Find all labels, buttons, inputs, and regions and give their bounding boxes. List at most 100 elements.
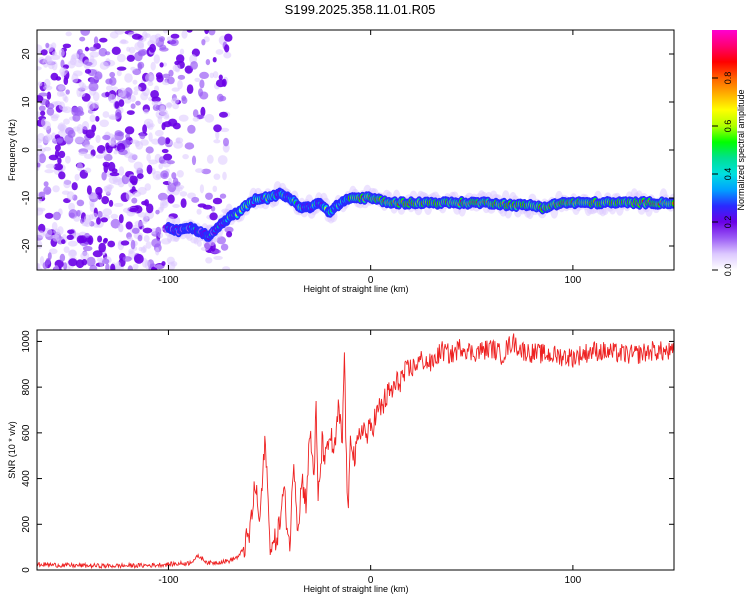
- noise-speckle: [215, 130, 220, 140]
- noise-speckle: [61, 190, 70, 195]
- noise-speckle: [180, 198, 187, 209]
- noise-speckle: [116, 53, 126, 63]
- noise-speckle: [50, 72, 59, 81]
- noise-speckle: [132, 191, 142, 197]
- colorbar: 0.0 0.2 0.4 0.6 0.8 Normalized spectral ampl…: [712, 30, 746, 276]
- noise-speckle: [212, 197, 223, 205]
- spectrogram-ytick-label: 10: [21, 96, 32, 108]
- noise-speckle: [130, 66, 136, 71]
- noise-speckle: [74, 173, 80, 181]
- noise-speckle: [38, 223, 46, 233]
- noise-speckle: [38, 105, 46, 112]
- snr-ytick-label: 800: [21, 378, 32, 395]
- colorbar-tick-label: 0.6: [723, 120, 733, 133]
- noise-speckle: [102, 111, 110, 118]
- noise-speckle: [98, 242, 106, 253]
- noise-speckle: [212, 71, 219, 79]
- noise-speckle: [186, 84, 194, 94]
- noise-speckle: [220, 127, 230, 133]
- colorbar-label: Normalized spectral amplitude: [736, 89, 746, 210]
- noise-speckle: [112, 86, 119, 92]
- noise-speckle: [58, 150, 66, 159]
- noise-speckle: [105, 91, 110, 98]
- noise-speckle: [143, 108, 149, 115]
- noise-speckle: [131, 197, 138, 204]
- noise-speckle: [171, 87, 180, 92]
- colorbar-gradient: [712, 30, 737, 270]
- noise-speckle: [43, 186, 52, 195]
- noise-speckle: [146, 203, 154, 214]
- noise-speckle: [181, 30, 188, 39]
- noise-speckle: [38, 92, 48, 97]
- noise-speckle: [37, 95, 44, 103]
- noise-speckle: [88, 46, 97, 52]
- snr-ytick-label: 600: [21, 424, 32, 441]
- noise-speckle: [132, 79, 138, 85]
- snr-ytick-label: 400: [21, 470, 32, 487]
- noise-speckle: [222, 266, 231, 270]
- noise-speckle: [133, 161, 143, 171]
- noise-speckle: [58, 101, 66, 111]
- noise-speckle: [162, 73, 171, 79]
- noise-speckle: [162, 30, 169, 34]
- noise-speckle: [46, 91, 52, 100]
- noise-speckle: [176, 170, 184, 178]
- noise-speckle: [174, 63, 181, 73]
- colorbar-tick-label: 0.2: [723, 216, 733, 229]
- noise-speckle: [108, 93, 117, 104]
- noise-speckle: [199, 79, 205, 89]
- noise-speckle: [110, 213, 119, 220]
- noise-speckle: [166, 36, 173, 42]
- noise-speckle: [52, 234, 60, 242]
- noise-speckle: [59, 67, 68, 75]
- noise-speckle: [116, 70, 122, 77]
- noise-speckle: [190, 61, 199, 70]
- noise-speckle: [44, 134, 53, 141]
- noise-speckle: [68, 258, 78, 267]
- noise-speckle: [46, 103, 55, 110]
- noise-speckle: [159, 47, 169, 52]
- noise-speckle: [62, 43, 72, 49]
- noise-speckle: [113, 202, 124, 207]
- noise-speckle: [167, 182, 177, 193]
- noise-speckle: [129, 175, 138, 184]
- noise-speckle: [127, 236, 133, 242]
- spectrogram-frame: [36, 29, 675, 271]
- spectrogram-marks: [37, 30, 674, 270]
- noise-speckle: [95, 134, 101, 144]
- noise-speckle: [37, 262, 41, 269]
- spectrogram-ytick-label: -20: [21, 238, 32, 253]
- noise-speckle: [71, 182, 78, 191]
- spectrogram-xtick-label: 0: [368, 275, 374, 286]
- noise-speckle: [84, 68, 92, 74]
- noise-speckle: [38, 56, 45, 65]
- noise-speckle: [133, 86, 142, 92]
- noise-speckle: [76, 199, 85, 207]
- noise-speckle: [179, 48, 185, 55]
- figure-title: S199.2025.358.11.01.R05: [285, 2, 436, 17]
- colorbar-ticks: 0.0 0.2 0.4 0.6 0.8: [712, 72, 733, 276]
- noise-speckle: [51, 51, 58, 56]
- noise-speckle: [125, 221, 133, 230]
- noise-speckle: [45, 163, 56, 169]
- noise-speckle: [85, 61, 93, 66]
- noise-speckle: [66, 234, 74, 240]
- noise-speckle: [145, 241, 152, 249]
- noise-speckle: [125, 190, 132, 201]
- noise-speckle: [48, 154, 59, 161]
- noise-speckle: [64, 134, 74, 145]
- noise-speckle: [165, 102, 173, 108]
- noise-speckle: [146, 164, 153, 175]
- noise-speckle: [68, 202, 75, 211]
- noise-speckle: [93, 36, 99, 45]
- noise-speckle: [111, 168, 118, 174]
- noise-speckle: [42, 262, 48, 270]
- noise-speckle: [102, 161, 110, 168]
- noise-speckle: [126, 110, 135, 115]
- noise-speckle: [84, 46, 90, 52]
- noise-speckle: [201, 168, 211, 175]
- noise-speckle: [128, 248, 134, 254]
- noise-speckle: [37, 207, 44, 216]
- noise-speckle: [138, 246, 143, 252]
